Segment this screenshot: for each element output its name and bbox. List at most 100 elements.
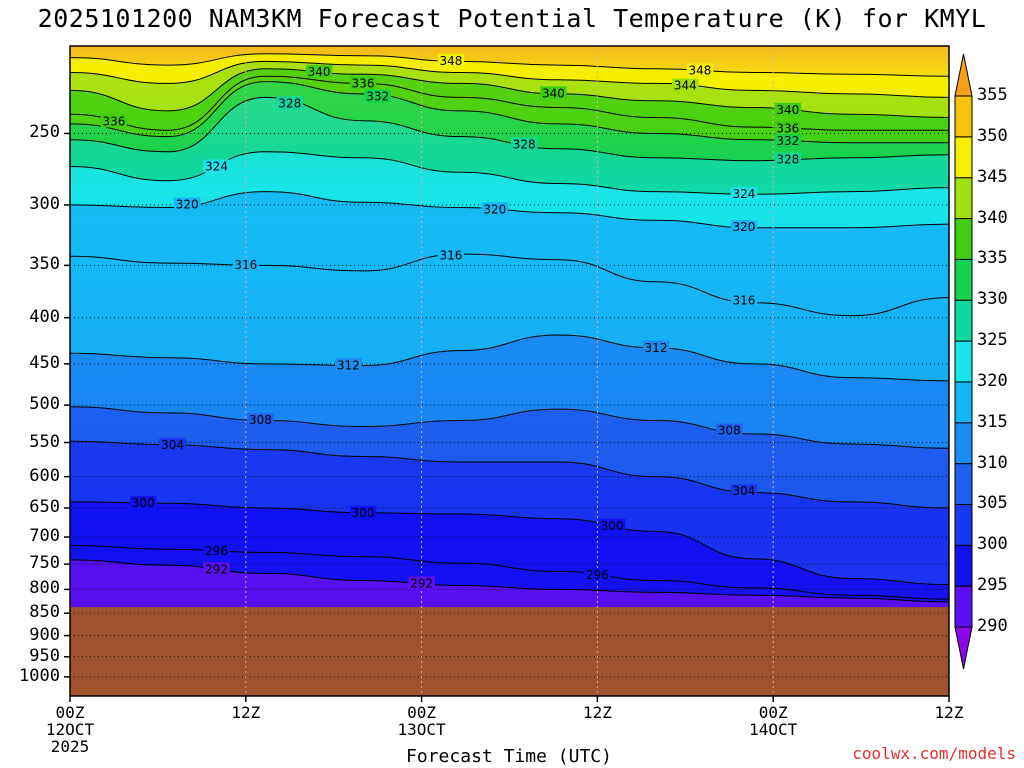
contour-label-316: 316 bbox=[234, 258, 257, 272]
contour-label-344: 344 bbox=[674, 78, 697, 92]
contour-label-336: 336 bbox=[776, 121, 799, 135]
contour-label-bg bbox=[716, 423, 743, 437]
theta-band-324 bbox=[70, 151, 949, 228]
contour-label-bg bbox=[203, 562, 230, 576]
y-tick-label: 600 bbox=[29, 465, 60, 486]
contour-label-340: 340 bbox=[776, 103, 799, 117]
y-tick-label: 650 bbox=[29, 497, 60, 517]
y-tick-label: 400 bbox=[29, 306, 60, 327]
contour-label-bg bbox=[349, 505, 377, 519]
contour-label-348: 348 bbox=[688, 64, 711, 78]
contour-label-bg bbox=[510, 137, 538, 151]
colorbar-tick-label: 295 bbox=[977, 575, 1008, 596]
colorbar-tick-label: 345 bbox=[977, 166, 1008, 187]
below-ground-mask bbox=[70, 607, 949, 696]
contour-label-292: 292 bbox=[410, 576, 433, 590]
contour-label-296: 296 bbox=[586, 568, 609, 582]
contour-label-bg bbox=[437, 53, 465, 67]
y-tick-label: 250 bbox=[29, 122, 60, 143]
colorbar-swatch bbox=[954, 299, 973, 342]
colorbar-swatch bbox=[954, 422, 973, 465]
contour-label-bg bbox=[247, 413, 274, 427]
contour-label-bg bbox=[774, 152, 802, 166]
colorbar-tick-label: 290 bbox=[977, 616, 1008, 636]
colorbar-tick-label: 320 bbox=[977, 370, 1008, 391]
contour-label-bg bbox=[203, 159, 230, 173]
x-tick-label: 12OCT bbox=[45, 720, 95, 739]
colorbar-tick-label: 335 bbox=[977, 248, 1008, 269]
colorbar-swatch bbox=[954, 258, 973, 301]
colorbar-tick-label: 325 bbox=[977, 330, 1008, 351]
contour-label-bg bbox=[349, 76, 377, 90]
isentrope-348 bbox=[70, 53, 949, 77]
colorbar-swatch bbox=[954, 218, 973, 260]
source-credit: coolwx.com/models bbox=[852, 744, 1016, 763]
colorbar-swatch bbox=[954, 340, 973, 383]
contour-label-312: 312 bbox=[645, 341, 668, 355]
contour-label-bg bbox=[730, 187, 758, 201]
contour-label-332: 332 bbox=[776, 134, 799, 148]
contour-label-bg bbox=[774, 102, 802, 116]
theta-band-332 bbox=[70, 81, 949, 161]
isentrope-308 bbox=[70, 406, 949, 449]
contour-label-308: 308 bbox=[718, 424, 741, 438]
x-tick-label: 12Z bbox=[582, 703, 612, 722]
theta-band-296 bbox=[70, 545, 949, 602]
contour-label-bg bbox=[730, 293, 758, 307]
contour-label-bg bbox=[364, 89, 391, 103]
contour-label-316: 316 bbox=[732, 294, 755, 308]
contour-label-296: 296 bbox=[205, 544, 228, 558]
colorbar-swatch bbox=[954, 95, 973, 138]
contour-label-bg bbox=[232, 257, 260, 271]
contour-label-316: 316 bbox=[439, 249, 462, 263]
contour-label-bg bbox=[598, 518, 626, 532]
theta-band-344 bbox=[70, 61, 949, 118]
contour-label-bg bbox=[584, 568, 611, 582]
colorbar-swatch bbox=[954, 177, 973, 220]
colorbar-min-arrow bbox=[954, 626, 973, 670]
contour-label-300: 300 bbox=[352, 506, 375, 520]
contour-label-304: 304 bbox=[161, 438, 184, 452]
x-tick-label: 13OCT bbox=[397, 720, 446, 739]
contour-label-bg bbox=[305, 64, 333, 78]
theta-band-328 bbox=[70, 97, 949, 195]
theta-band-340 bbox=[70, 68, 949, 131]
contour-label-320: 320 bbox=[732, 220, 755, 234]
chart-title: 2025101200 NAM3KM Forecast Potential Tem… bbox=[37, 4, 987, 33]
contour-label-328: 328 bbox=[513, 138, 536, 152]
isentrope-344 bbox=[70, 60, 949, 98]
contour-label-336: 336 bbox=[102, 115, 125, 129]
contour-label-bg bbox=[672, 78, 699, 92]
contour-label-bg bbox=[203, 543, 230, 557]
contour-label-bg bbox=[335, 358, 362, 372]
theta-band-316 bbox=[70, 254, 949, 381]
y-tick-label: 300 bbox=[29, 193, 60, 214]
x-tick-label: 2025 bbox=[50, 737, 90, 756]
isentrope-304 bbox=[70, 440, 949, 509]
y-tick-label: 1000 bbox=[19, 665, 60, 686]
x-tick-label: 00Z bbox=[758, 703, 788, 722]
colorbar-tick-label: 300 bbox=[977, 534, 1008, 555]
contour-label-348: 348 bbox=[439, 54, 462, 68]
theta-band-320 bbox=[70, 191, 949, 316]
contour-label-bg bbox=[130, 495, 157, 509]
colorbar-tick-label: 340 bbox=[977, 207, 1008, 228]
y-tick-label: 350 bbox=[29, 254, 60, 275]
contour-label-328: 328 bbox=[776, 153, 799, 167]
contour-label-304: 304 bbox=[732, 484, 755, 498]
contour-label-bg bbox=[408, 576, 435, 590]
contour-label-328: 328 bbox=[278, 96, 301, 110]
colorbar bbox=[954, 53, 973, 670]
contour-label-300: 300 bbox=[132, 496, 155, 510]
contour-label-bg bbox=[642, 340, 670, 354]
x-tick-label: 00Z bbox=[55, 703, 85, 722]
contour-label-324: 324 bbox=[205, 160, 228, 174]
plot-frame bbox=[69, 45, 950, 697]
contour-label-340: 340 bbox=[542, 86, 565, 100]
contour-label-312: 312 bbox=[337, 358, 360, 372]
contour-label-bg bbox=[540, 86, 567, 100]
contour-label-bg bbox=[173, 197, 201, 211]
colorbar-tick-label: 310 bbox=[977, 452, 1008, 473]
y-tick-label: 850 bbox=[29, 602, 60, 623]
y-tick-label: 800 bbox=[29, 578, 60, 599]
